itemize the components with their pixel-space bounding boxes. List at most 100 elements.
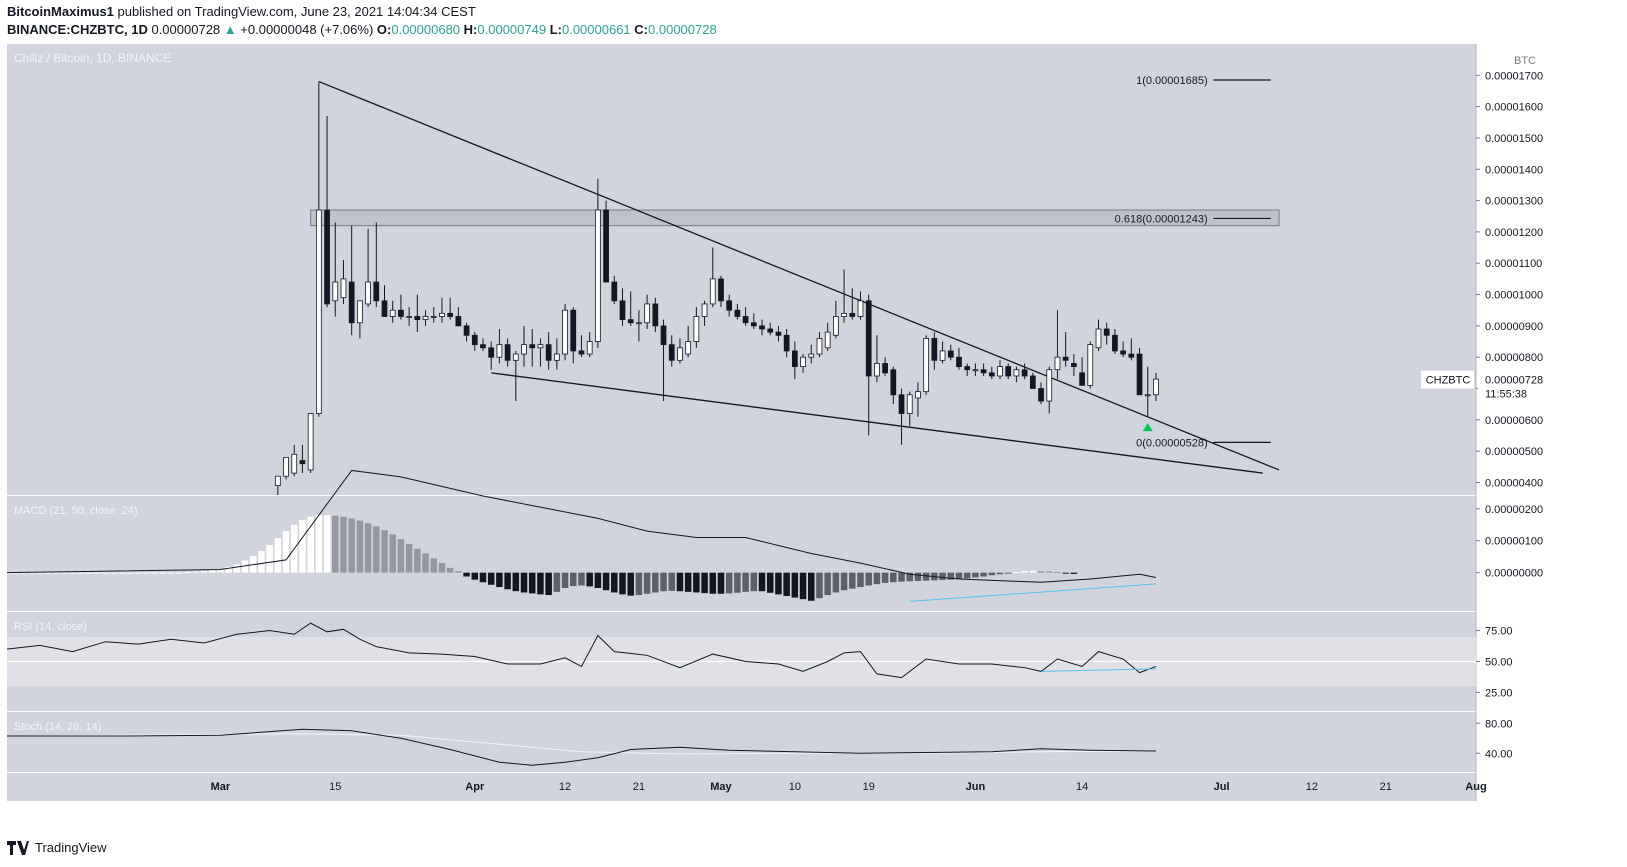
macd-histogram-bar: [143, 572, 150, 574]
macd-histogram-bar: [619, 572, 626, 595]
bear-candle: [324, 209, 330, 305]
bear-candle: [299, 460, 306, 465]
macd-histogram-bar: [947, 572, 955, 580]
publish-info: published on TradingView.com, June 23, 2…: [117, 4, 476, 19]
macd-histogram-bar: [397, 539, 405, 573]
bear-candle: [570, 309, 577, 352]
bear-candle: [619, 300, 626, 321]
macd-histogram-bar: [69, 572, 76, 574]
last-price: 0.00000728: [151, 22, 221, 37]
macd-histogram-bar: [1037, 571, 1045, 573]
bear-candle: [414, 316, 421, 321]
macd-histogram-bar: [520, 572, 528, 593]
macd-label: MACD (21, 50, close, 24): [14, 505, 138, 517]
brand-name[interactable]: TradingView: [35, 840, 107, 855]
macd-tick-label: 0.00000100: [1485, 536, 1543, 548]
macd-histogram-bar: [258, 550, 265, 573]
macd-histogram-bar: [824, 572, 831, 596]
bull-candle: [709, 278, 716, 305]
macd-histogram-bar: [881, 572, 889, 583]
bear-candle: [718, 278, 724, 302]
time-tick-label: 10: [789, 781, 801, 793]
macd-histogram-bar: [668, 572, 676, 591]
macd-histogram-bar: [20, 572, 27, 574]
price-tick-label: 0.00001300: [1485, 196, 1543, 208]
high-value: 0.00000749: [477, 22, 547, 37]
price-tick-label: 0.00001100: [1485, 258, 1542, 270]
macd-histogram-bar: [200, 571, 208, 573]
time-tick-label: Jul: [1214, 781, 1230, 793]
macd-histogram-bar: [684, 572, 692, 592]
fib-level-label: 0.618(0.00001243): [1115, 213, 1208, 225]
publish-line: BitcoinMaximus1 published on TradingView…: [7, 4, 476, 19]
macd-histogram-bar: [857, 572, 864, 588]
bull-candle: [1087, 344, 1094, 386]
macd-histogram-bar: [627, 572, 634, 596]
stoch-label: Stoch (14, 28, 14): [14, 721, 101, 733]
bear-candle: [545, 344, 552, 361]
stoch-k-line: [7, 728, 1156, 766]
macd-histogram-bar: [939, 572, 946, 581]
macd-histogram-bar: [1062, 572, 1069, 574]
macd-histogram-bar: [775, 572, 782, 595]
bear-candle: [660, 325, 667, 346]
price-tick-label: 0.00001700: [1485, 70, 1543, 82]
macd-histogram-bar: [266, 545, 273, 573]
stoch-tick-label: 80.00: [1485, 718, 1513, 730]
close-value: 0.00000728: [648, 22, 717, 37]
bear-candle: [1079, 372, 1085, 386]
macd-histogram-bar: [1013, 572, 1020, 574]
resistance-zone: [310, 209, 1280, 227]
macd-histogram-bar: [578, 572, 585, 586]
macd-histogram-bar: [594, 572, 602, 588]
bear-candle: [964, 366, 971, 371]
macd-histogram-bar: [323, 515, 331, 573]
bull-candle: [521, 344, 527, 355]
bear-candle: [1062, 356, 1069, 361]
macd-histogram-bar: [315, 515, 323, 573]
bull-candle: [1144, 394, 1151, 397]
last-price-tag: 0.00000728: [1485, 375, 1543, 387]
bear-candle: [890, 369, 897, 396]
bull-candle: [857, 300, 864, 317]
macd-histogram-bar: [635, 572, 643, 596]
chart-title: Chiliz / Bitcoin, 1D, BINANCE: [14, 51, 171, 65]
bear-candle: [1029, 375, 1036, 389]
time-tick-label: 12: [1306, 781, 1318, 793]
macd-histogram-bar: [463, 572, 470, 577]
bear-candle: [603, 209, 609, 283]
footer: TradingView: [7, 840, 107, 855]
macd-histogram-bar: [192, 571, 200, 573]
rsi-tick-label: 75.00: [1485, 626, 1513, 638]
macd-histogram-bar: [643, 572, 651, 594]
price-chart[interactable]: 0.000004000.000005000.000006000.00000700…: [0, 44, 1627, 839]
symbol-label: BINANCE:CHZBTC, 1D: [7, 22, 148, 37]
bull-candle: [874, 363, 880, 377]
bull-candle: [833, 316, 839, 336]
macd-histogram-bar: [586, 572, 593, 587]
macd-histogram-bar: [816, 572, 823, 599]
macd-histogram-bar: [167, 572, 175, 574]
bear-candle: [455, 316, 462, 327]
macd-histogram-bar: [332, 515, 339, 573]
macd-histogram-bar: [446, 567, 454, 573]
macd-histogram-bar: [430, 558, 438, 573]
bull-candle: [537, 344, 544, 349]
bull-candle: [389, 309, 396, 317]
macd-histogram-bar: [766, 572, 774, 593]
bear-candle: [750, 322, 757, 327]
macd-histogram-bar: [241, 560, 249, 573]
bull-candle: [693, 316, 700, 342]
macd-histogram-bar: [126, 572, 134, 574]
support-line: [491, 372, 1263, 474]
bull-candle: [1054, 356, 1061, 371]
price-tick-label: 0.00001000: [1485, 290, 1543, 302]
price-unit-label: BTC: [1514, 55, 1536, 67]
macd-histogram-bar: [537, 572, 544, 595]
bull-candle: [841, 312, 847, 317]
macd-histogram-bar: [1054, 572, 1061, 574]
author-name[interactable]: BitcoinMaximus1: [7, 4, 114, 19]
macd-histogram-bar: [701, 572, 708, 594]
macd-histogram-bar: [11, 572, 19, 574]
bull-candle: [439, 312, 445, 317]
